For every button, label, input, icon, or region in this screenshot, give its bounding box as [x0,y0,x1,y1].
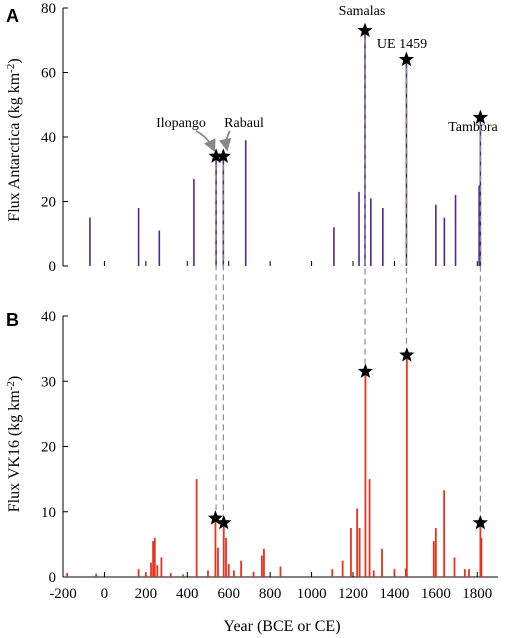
x-tick-label: 1400 [379,586,409,602]
x-tick-label: 1000 [297,586,327,602]
panel-a: A Flux Antarctica (kg km-2) 0 20 40 60 80 Sa… [5,1,499,275]
panel-a-star-marker [215,148,231,163]
panel-b-y-tick-label: 40 [41,309,56,325]
panel-b-y-tick-label: 0 [49,570,57,586]
panel-b-star-marker [399,347,415,362]
panel-a-y-tick-label: 0 [49,259,57,275]
x-tick-label: 1600 [421,586,451,602]
panel-b-y-tick-label: 30 [41,374,56,390]
x-tick-label: 600 [217,586,240,602]
panel-b-star-marker [357,363,374,378]
x-tick-label: 0 [101,586,109,602]
panel-a-stars [208,22,488,163]
arrow-ilopango [195,130,216,153]
panel-a-star-marker [208,148,224,163]
x-tick-label: -200 [49,586,77,602]
annotation-samalas: Samalas [339,4,386,19]
x-tick-label: 1200 [338,586,368,602]
panel-a-star-marker [357,22,373,38]
x-tick-label: 200 [135,586,158,602]
x-tick-label: 800 [259,586,282,602]
panel-b-x-ticks: -200 0 200 400 600 800 1000 1200 1400 1600 1800 [49,572,492,602]
panel-b-star-marker [472,514,488,530]
panel-a-ylabel: Flux Antarctica (kg km-2) [5,58,23,221]
panel-b-y-ticks: 0 10 20 30 40 [41,309,68,586]
panel-a-annotations: Samalas UE 1459 Tambora Ilopango Rabaul [156,4,499,153]
panel-a-y-tick-label: 60 [41,66,56,82]
annotation-rabaul: Rabaul [224,116,264,131]
panel-b-bars [66,355,483,577]
panel-a-y-tick-label: 40 [41,130,56,146]
panel-b-ylabel: Flux VK16 (kg km-2) [5,376,23,512]
x-tick-label: 1800 [462,586,492,602]
panel-b-y-tick-label: 10 [41,505,56,521]
x-tick-label: 400 [176,586,199,602]
panel-a-bars [89,30,482,266]
panel-b-y-tick-label: 20 [41,440,56,456]
event-connectors [215,38,481,515]
annotation-ilopango: Ilopango [156,116,206,131]
panel-a-label: A [6,6,19,26]
panel-b-star-marker [207,510,224,525]
arrow-rabaul [218,130,232,152]
panel-b-star-marker [216,514,232,530]
annotation-ue1459: UE 1459 [377,37,427,52]
annotation-tambora: Tambora [448,120,498,135]
x-axis-label: Year (BCE or CE) [223,618,340,635]
panel-a-y-tick-label: 80 [41,1,56,17]
panel-b-stars [207,347,488,530]
panel-a-y-tick-label: 20 [41,195,56,211]
panel-b-label: B [6,310,19,330]
panel-a-star-marker [398,51,415,67]
panel-a-star-marker [472,109,488,125]
